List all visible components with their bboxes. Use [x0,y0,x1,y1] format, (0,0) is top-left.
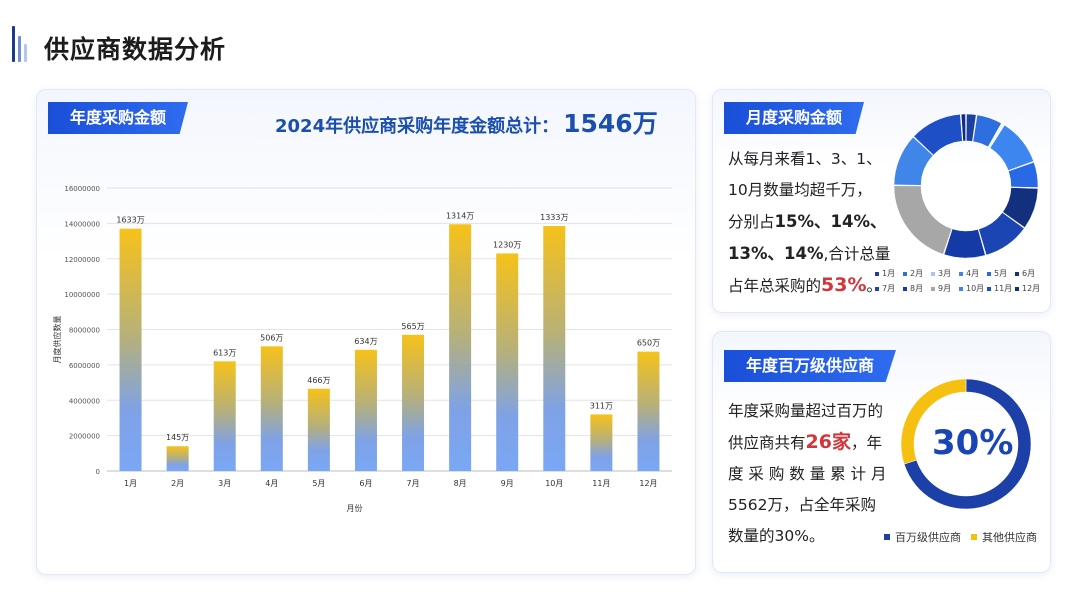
annual-total-value: 1546万 [563,109,658,138]
supplier-percent-label: 30% [932,423,1014,463]
supplier-count-value: 26家 [805,431,851,453]
annual-purchase-badge: 年度采购金额 [48,102,189,134]
monthly-share-value: 53% [821,274,867,296]
legend-item: 其他供应商 [971,529,1037,545]
monthly-desc-line: 分别占15%、14%、 [728,206,890,238]
monthly-desc-line: 10月数量均超千万， [728,181,872,199]
legend-swatch-icon [959,271,963,276]
supplier-desc-line: 度 采 购 数 量 累 计 月 [728,465,887,483]
monthly-purchase-badge: 月度采购金额 [724,102,865,134]
legend-swatch-icon [903,271,907,276]
legend-label: 5月 [994,269,1008,278]
monthly-donut-legend: 1月 2月 3月 4月 5月 6月 7月 8月 9月 10月 11月 12月 [875,268,1047,294]
legend-swatch-icon [884,534,890,540]
legend-item: 8月 [903,283,931,294]
legend-item: 11月 [987,283,1015,294]
legend-label: 百万级供应商 [895,531,961,544]
legend-swatch-icon [987,286,991,291]
legend-label: 9月 [938,284,952,293]
legend-item: 2月 [903,268,931,279]
legend-item: 12月 [1015,283,1043,294]
legend-swatch-icon [875,271,879,276]
monthly-desc-highlight: 15%、14%、 [774,212,887,231]
legend-label: 8月 [910,284,924,293]
monthly-desc-text: ,合计总量 [823,245,891,263]
legend-label: 1月 [882,269,896,278]
supplier-desc-line: 5562万，占全年采购 [728,496,876,514]
supplier-donut-legend: 百万级供应商 其他供应商 [884,529,1037,545]
annual-total-label: 2024年供应商采购年度金额总计： [275,116,560,137]
legend-item: 百万级供应商 [884,529,961,545]
supplier-desc-text: ，年 [850,434,882,452]
title-decoration-icon [12,26,36,62]
legend-label: 11月 [994,284,1013,293]
monthly-desc-line: 从每月来看1、3、1、 [728,150,882,168]
legend-swatch-icon [931,286,935,291]
monthly-desc-line: 占年总采购的53%。 [728,270,890,302]
legend-item: 6月 [1015,268,1043,279]
legend-swatch-icon [1015,271,1019,276]
supplier-desc-line: 供应商共有26家，年 [728,427,887,459]
legend-label: 6月 [1022,269,1036,278]
annual-purchase-panel [36,89,696,575]
legend-item: 9月 [931,283,959,294]
legend-item: 1月 [875,268,903,279]
legend-label: 7月 [882,284,896,293]
supplier-desc-text: 供应商共有 [728,434,806,452]
legend-item: 10月 [959,283,987,294]
monthly-desc-text: 占年总采购的 [728,277,822,295]
annual-total-text: 2024年供应商采购年度金额总计： 1546万 [275,104,658,140]
legend-item: 3月 [931,268,959,279]
million-supplier-badge: 年度百万级供应商 [724,350,897,382]
legend-item: 5月 [987,268,1015,279]
legend-label: 12月 [1022,284,1041,293]
legend-label: 2月 [910,269,924,278]
legend-item: 7月 [875,283,903,294]
legend-label: 其他供应商 [982,531,1037,544]
legend-swatch-icon [1015,286,1019,291]
legend-item: 4月 [959,268,987,279]
legend-swatch-icon [959,286,963,291]
legend-swatch-icon [931,271,935,276]
monthly-desc-highlight: 13%、14% [728,244,824,263]
monthly-desc-text: 。 [867,277,883,295]
legend-swatch-icon [971,534,977,540]
legend-swatch-icon [903,286,907,291]
monthly-description: 从每月来看1、3、1、 10月数量均超千万， 分别占15%、14%、 13%、1… [728,144,890,302]
legend-label: 10月 [966,284,985,293]
legend-label: 4月 [966,269,980,278]
monthly-desc-line: 13%、14%,合计总量 [728,238,890,270]
legend-label: 3月 [938,269,952,278]
page-title: 供应商数据分析 [44,35,227,64]
legend-swatch-icon [875,286,879,291]
supplier-description: 年度采购量超过百万的 供应商共有26家，年 度 采 购 数 量 累 计 月 55… [728,396,887,552]
monthly-desc-text: 分别占 [728,213,775,231]
supplier-desc-line: 数量的30%。 [728,527,825,545]
supplier-desc-line: 年度采购量超过百万的 [728,402,884,420]
legend-swatch-icon [987,271,991,276]
